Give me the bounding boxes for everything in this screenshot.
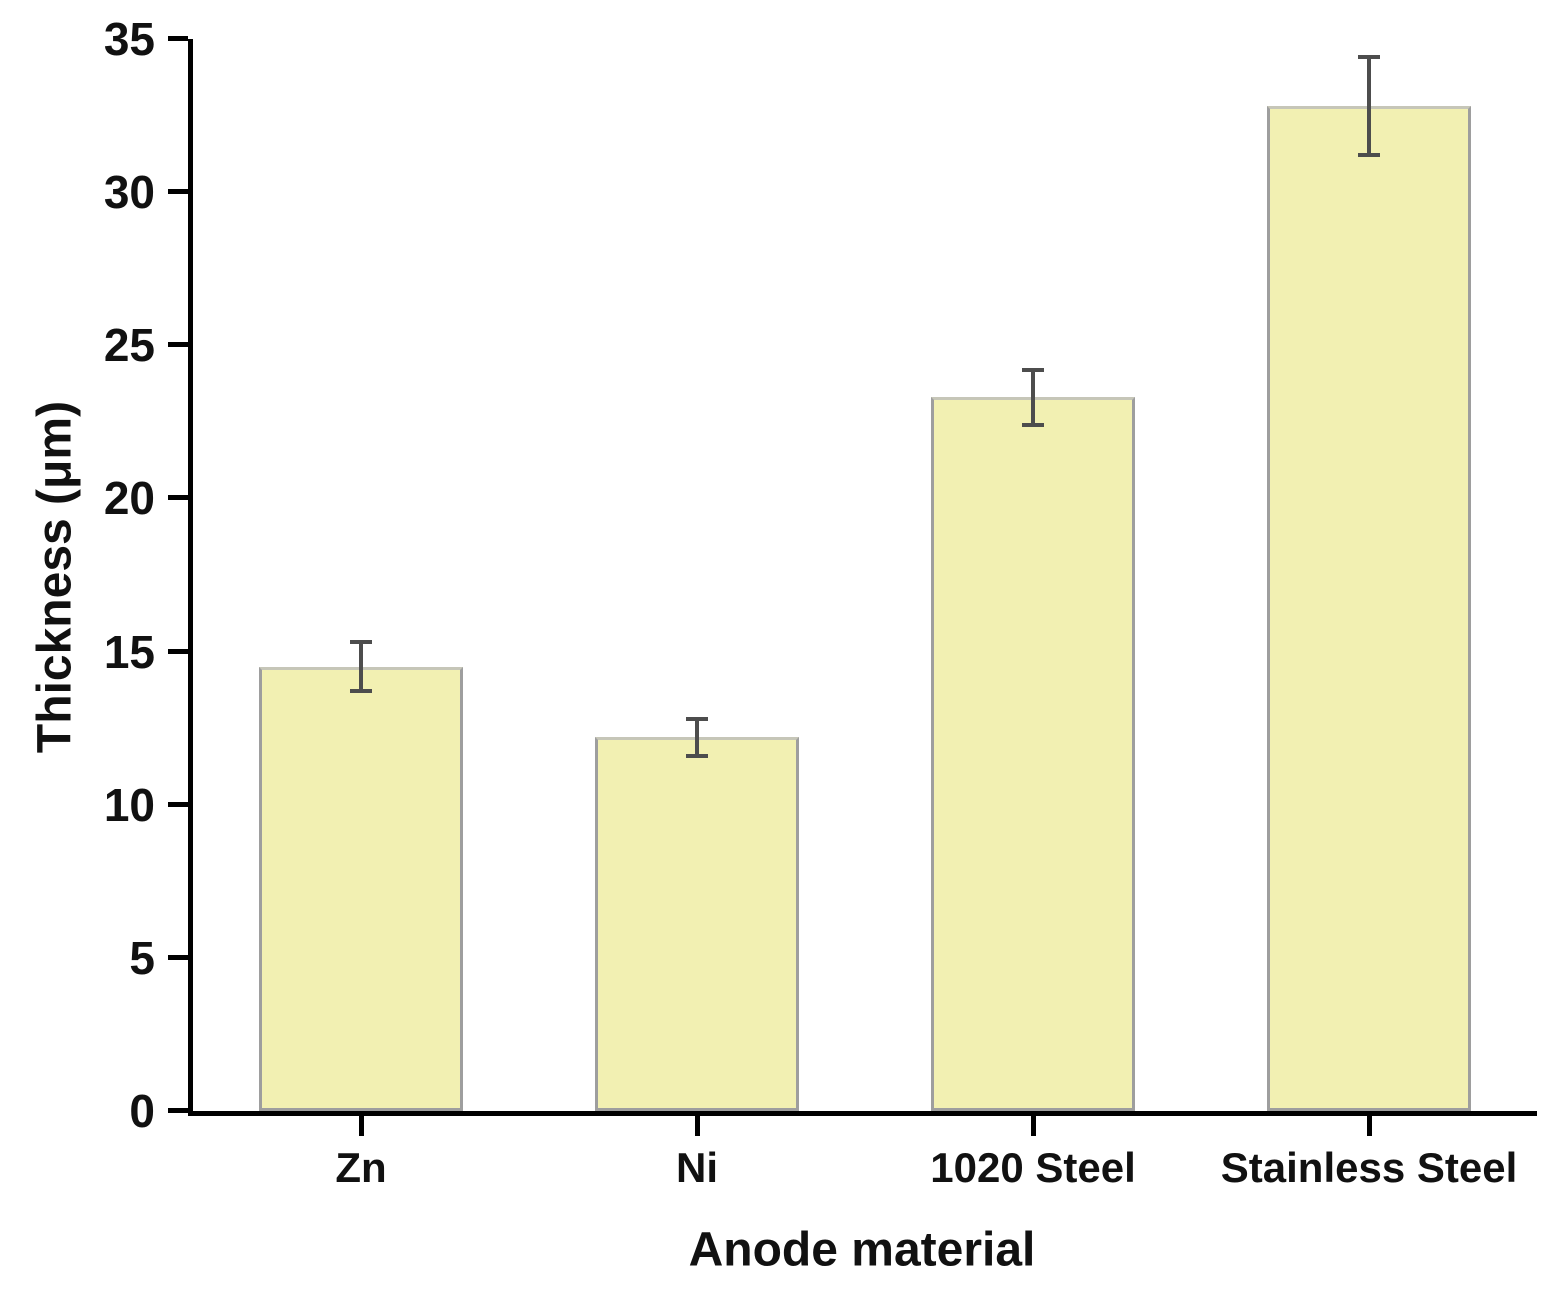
error-bar-cap-top	[1358, 55, 1380, 60]
bar	[1267, 106, 1471, 1111]
x-tick	[695, 1116, 700, 1136]
x-tick	[1367, 1116, 1372, 1136]
y-tick	[168, 648, 188, 654]
y-tick-label: 35	[103, 13, 155, 65]
y-tick	[168, 495, 188, 501]
y-tick	[168, 189, 188, 195]
y-tick-label: 10	[103, 778, 155, 831]
error-bar-cap-bottom	[1358, 153, 1380, 158]
error-bar-cap-top	[350, 640, 372, 645]
y-tick-label: 20	[103, 472, 155, 525]
y-tick-label: 25	[103, 319, 155, 372]
error-bar	[1031, 369, 1035, 425]
x-tick-label: Stainless Steel	[1220, 1144, 1518, 1191]
bar	[931, 397, 1135, 1111]
plot-area: 0 5 10 15 20 25 30 35 Zn Ni 1020 Steel Stainless St…	[104, 16, 1537, 1189]
error-bar-cap-bottom	[1022, 422, 1044, 427]
y-tick-label: 5	[129, 931, 155, 984]
bar	[595, 737, 799, 1111]
error-bar	[695, 718, 699, 756]
y-tick	[168, 954, 188, 960]
y-tick	[168, 1108, 188, 1113]
x-tick	[359, 1116, 364, 1136]
y-tick	[168, 801, 188, 807]
y-tick-label: 30	[103, 166, 155, 219]
x-tick	[1031, 1116, 1036, 1136]
x-axis-title: Anode material	[688, 1223, 1036, 1277]
bar	[259, 666, 463, 1111]
y-tick	[168, 36, 188, 41]
x-tick-label: Ni	[676, 1144, 718, 1191]
x-tick-label: 1020 Steel	[930, 1144, 1136, 1191]
error-bar	[1367, 57, 1371, 156]
error-bar-cap-top	[686, 716, 708, 721]
y-tick	[168, 342, 188, 348]
y-tick-label: 15	[103, 625, 155, 678]
y-tick-label: 0	[129, 1085, 155, 1137]
error-bar-cap-top	[1022, 367, 1044, 372]
error-bar-cap-bottom	[350, 689, 372, 694]
y-axis-title: Thickness (μm)	[28, 400, 82, 754]
error-bar	[359, 642, 363, 692]
x-tick-label: Zn	[335, 1144, 387, 1191]
error-bar-cap-bottom	[686, 753, 708, 758]
